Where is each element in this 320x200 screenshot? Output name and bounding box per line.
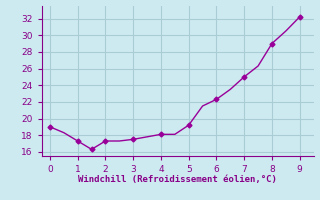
X-axis label: Windchill (Refroidissement éolien,°C): Windchill (Refroidissement éolien,°C) [78,175,277,184]
